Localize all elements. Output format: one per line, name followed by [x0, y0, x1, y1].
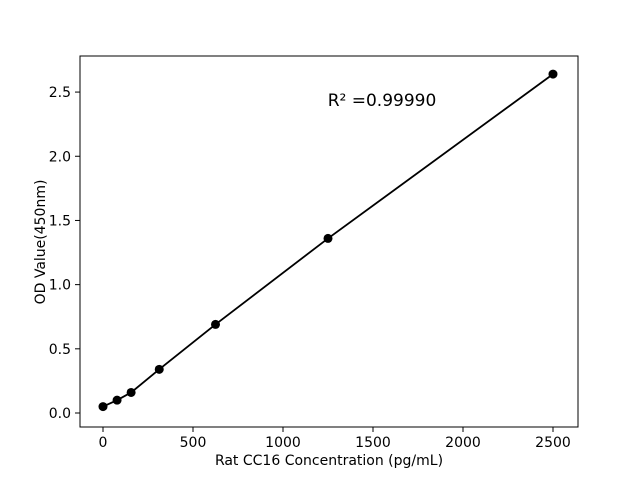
chart-generated: 0 500 1000 1500 2000 2500 0.0 0.5 1.0 1.5 2.0 2.5	[49, 55, 579, 451]
data-point	[126, 387, 136, 397]
y-axis-label: OD Value(450nm)	[33, 180, 49, 305]
y-tick-label: 0.0	[49, 406, 71, 422]
y-tick-label: 1.5	[49, 213, 71, 229]
data-point	[548, 69, 558, 79]
x-tick-label: 1500	[355, 435, 391, 451]
data-point	[112, 395, 122, 405]
y-tick-label: 2.5	[49, 85, 71, 101]
y-tick-label: 2.0	[49, 149, 71, 165]
x-tick-label: 500	[180, 435, 207, 451]
y-tick-label: 1.0	[49, 278, 71, 294]
plot-frame	[79, 55, 579, 428]
data-point	[323, 233, 333, 243]
r-squared-annotation: R² =0.99990	[328, 91, 437, 111]
x-tick-label: 0	[99, 435, 108, 451]
y-tick-label: 0.5	[49, 342, 71, 358]
x-tick-label: 2000	[445, 435, 481, 451]
data-point	[211, 319, 221, 329]
x-axis-label: Rat CC16 Concentration (pg/mL)	[215, 453, 443, 469]
x-tick-label: 2500	[535, 435, 571, 451]
x-tick-label: 1000	[265, 435, 301, 451]
data-point	[98, 402, 108, 412]
data-point	[154, 364, 164, 374]
